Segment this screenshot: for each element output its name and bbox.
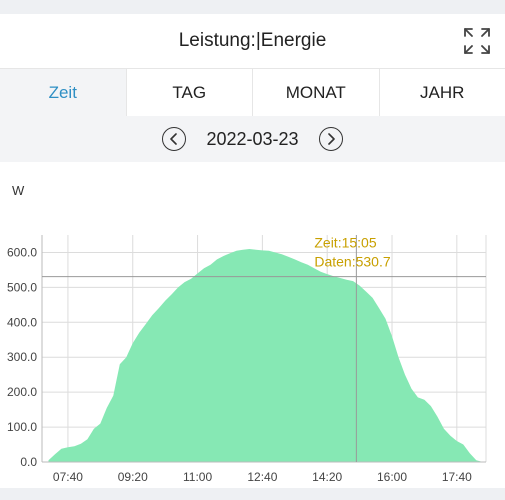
x-tick-label: 11:00 (183, 470, 212, 484)
chevron-left-icon[interactable] (162, 127, 187, 151)
x-tick-label: 17:40 (442, 470, 472, 484)
y-tick-label: 300.0 (7, 350, 37, 364)
tooltip-value: Daten:530.7 (314, 254, 390, 270)
expand-icon[interactable] (463, 27, 491, 55)
y-tick-label: 400.0 (7, 315, 37, 329)
y-unit-label: W (12, 183, 25, 198)
tab-tag[interactable]: TAG (125, 69, 252, 117)
tab-monat[interactable]: MONAT (252, 69, 379, 117)
x-tick-label: 07:40 (53, 470, 83, 484)
chart-panel: W 0.0 100.0 200.0 300.0 400.0 500.0 600.0 07:40 0… (0, 162, 505, 488)
x-tick-label: 09:20 (118, 470, 148, 484)
y-tick-label: 500.0 (7, 280, 37, 294)
tooltip-time: Zeit:15:05 (314, 235, 376, 251)
chevron-right-icon[interactable] (318, 127, 343, 151)
power-chart[interactable]: W 0.0 100.0 200.0 300.0 400.0 500.0 600.0 07:40 0… (0, 162, 505, 488)
y-tick-label: 100.0 (7, 420, 37, 434)
header-bar: Leistung:|Energie (0, 14, 505, 68)
x-tick-label: 12:40 (247, 470, 277, 484)
date-navigator: 2022-03-23 (0, 116, 505, 162)
tab-jahr[interactable]: JAHR (378, 69, 505, 117)
period-tabs: Zeit TAG MONAT JAHR (0, 68, 505, 117)
series-area (48, 249, 483, 462)
bottom-strip (0, 488, 505, 500)
top-strip (0, 0, 505, 14)
x-tick-label: 16:00 (377, 470, 407, 484)
selected-date: 2022-03-23 (206, 128, 299, 149)
y-tick-label: 200.0 (7, 385, 37, 399)
page-title: Leistung:|Energie (178, 30, 327, 51)
x-tick-label: 14:20 (312, 470, 342, 484)
y-tick-label: 600.0 (7, 245, 37, 259)
tab-zeit[interactable]: Zeit (0, 69, 126, 117)
y-tick-label: 0.0 (20, 455, 37, 469)
